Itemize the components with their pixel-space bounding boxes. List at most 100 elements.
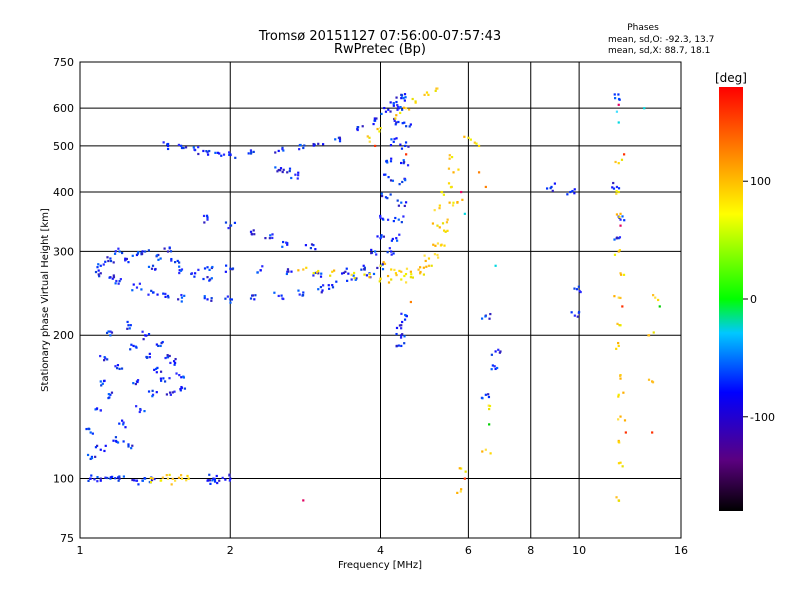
data-point — [484, 448, 487, 451]
data-point — [499, 350, 502, 353]
data-point — [312, 274, 315, 277]
data-point — [157, 258, 160, 261]
data-point — [386, 274, 390, 278]
data-point — [619, 224, 622, 227]
data-point — [143, 410, 146, 413]
data-point — [566, 193, 569, 196]
data-point — [380, 194, 384, 198]
data-point — [390, 239, 394, 242]
data-point — [118, 422, 121, 425]
data-point — [202, 149, 205, 153]
data-point — [170, 259, 173, 262]
data-point — [394, 123, 397, 126]
data-point — [112, 261, 115, 264]
y-tick-label: 75 — [60, 532, 74, 545]
data-point — [175, 372, 178, 375]
data-point — [118, 367, 121, 371]
data-point — [442, 229, 446, 232]
data-point — [118, 280, 121, 283]
data-point — [144, 250, 147, 253]
data-point — [109, 257, 112, 260]
data-point — [329, 274, 332, 277]
data-point — [178, 271, 181, 275]
data-point — [285, 272, 288, 276]
data-point — [208, 473, 211, 476]
data-point — [419, 270, 422, 274]
data-point — [162, 141, 165, 144]
data-point — [487, 404, 490, 407]
data-point — [111, 277, 114, 280]
data-point — [133, 479, 136, 482]
data-point — [144, 334, 147, 337]
data-point — [90, 474, 93, 477]
data-point — [317, 272, 320, 275]
data-point — [210, 277, 213, 280]
data-point — [551, 189, 554, 192]
data-point — [250, 232, 253, 236]
data-point — [168, 391, 172, 394]
data-point — [617, 103, 620, 106]
data-point — [362, 264, 365, 267]
data-point — [380, 234, 383, 237]
data-point — [494, 264, 497, 267]
data-point — [448, 154, 451, 157]
data-point — [274, 166, 277, 169]
data-point — [135, 253, 139, 257]
data-point — [129, 324, 132, 327]
data-point — [168, 246, 171, 249]
data-point — [164, 292, 167, 296]
data-point — [107, 259, 110, 263]
data-point — [161, 476, 164, 479]
data-point — [488, 404, 492, 408]
data-point — [105, 331, 109, 335]
data-point — [110, 391, 114, 394]
data-point — [298, 148, 301, 151]
data-point — [407, 145, 410, 148]
data-point — [400, 324, 403, 327]
data-point — [488, 407, 491, 411]
data-point — [114, 436, 118, 439]
data-point — [99, 272, 102, 275]
data-point — [401, 320, 404, 324]
data-point — [622, 153, 626, 156]
data-point — [147, 390, 151, 393]
data-point — [140, 251, 143, 254]
data-point — [623, 419, 627, 422]
data-point — [314, 248, 317, 251]
data-point — [417, 268, 420, 271]
data-point — [621, 215, 624, 218]
data-point — [382, 235, 386, 238]
data-point — [331, 284, 334, 287]
data-point — [155, 343, 158, 346]
y-axis-ticks: 75 100 200 300 400 500 600 750 — [53, 56, 74, 545]
data-point — [285, 241, 288, 244]
data-point — [156, 293, 159, 296]
data-point — [392, 140, 395, 143]
data-point — [446, 218, 449, 221]
data-point — [356, 128, 359, 131]
data-point — [317, 142, 320, 145]
data-point — [104, 260, 107, 263]
data-point — [387, 175, 390, 179]
data-point — [434, 244, 437, 247]
data-point — [97, 273, 100, 276]
data-point — [463, 477, 466, 480]
data-point — [615, 110, 619, 113]
data-point — [108, 396, 111, 399]
data-point — [475, 142, 478, 145]
data-point — [355, 277, 358, 280]
data-point — [120, 251, 124, 255]
data-point — [220, 154, 223, 157]
data-point — [312, 271, 315, 275]
data-point — [224, 270, 227, 273]
data-point — [166, 356, 169, 359]
data-point — [619, 374, 622, 377]
data-point — [249, 230, 253, 233]
data-point — [651, 381, 655, 384]
data-point — [256, 271, 259, 274]
data-point — [187, 477, 190, 480]
data-point — [375, 253, 378, 256]
data-point — [282, 168, 285, 171]
data-point — [277, 294, 280, 298]
data-point — [89, 457, 92, 461]
